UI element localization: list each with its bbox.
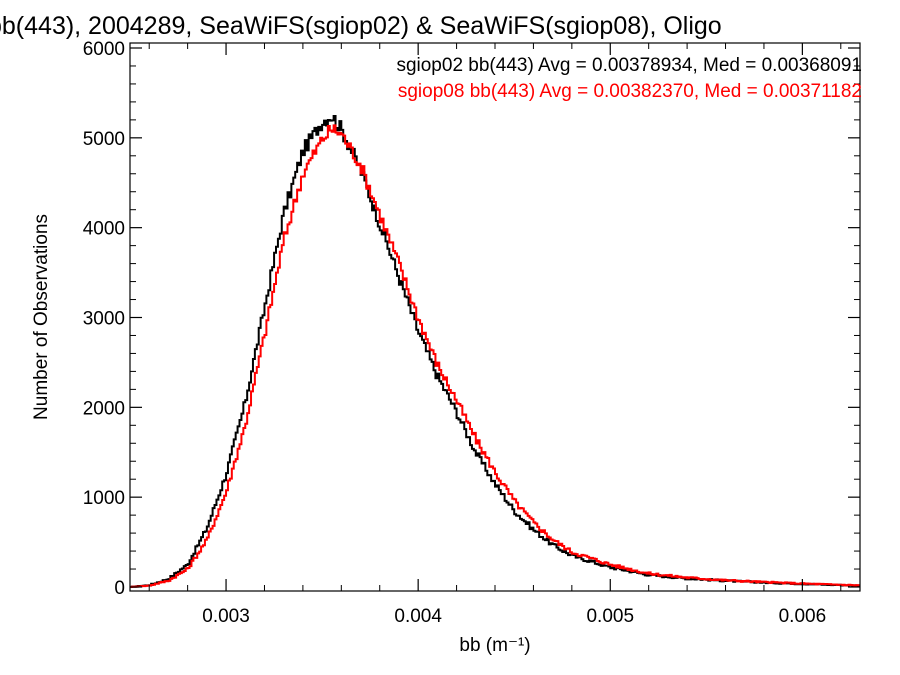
y-axis-label: Number of Observations [31, 214, 52, 420]
x-tick-label: 0.004 [394, 606, 442, 627]
x-tick-label: 0.005 [586, 606, 634, 627]
chart-title: bb(443), 2004289, SeaWiFS(sgiop02) & Sea… [0, 12, 722, 40]
x-tick-label: 0.006 [779, 606, 827, 627]
series-stat-sgiop08: sgiop08 bb(443) Avg = 0.00382370, Med = … [398, 81, 862, 102]
y-tick-label: 0 [114, 578, 125, 599]
y-tick-label: 4000 [83, 219, 125, 240]
series-line-sgiop02 [130, 114, 860, 588]
ticks-layer: 0.003 0.004 0.005 0.006 0 1000 2000 3000 4000 500… [83, 39, 860, 627]
plot-frame [129, 42, 861, 592]
y-tick-label: 2000 [83, 398, 125, 419]
series-stat-sgiop02: sgiop02 bb(443) Avg = 0.00378934, Med = … [396, 55, 862, 76]
y-tick-label: 5000 [83, 129, 125, 150]
y-tick-label: 1000 [83, 488, 125, 509]
x-tick-label: 0.003 [202, 606, 250, 627]
series-layer [130, 114, 860, 588]
y-tick-label: 6000 [83, 39, 125, 60]
x-axis-label: bb (m⁻¹) [459, 635, 530, 656]
series-line-sgiop08 [130, 124, 860, 588]
y-tick-label: 3000 [83, 309, 125, 330]
